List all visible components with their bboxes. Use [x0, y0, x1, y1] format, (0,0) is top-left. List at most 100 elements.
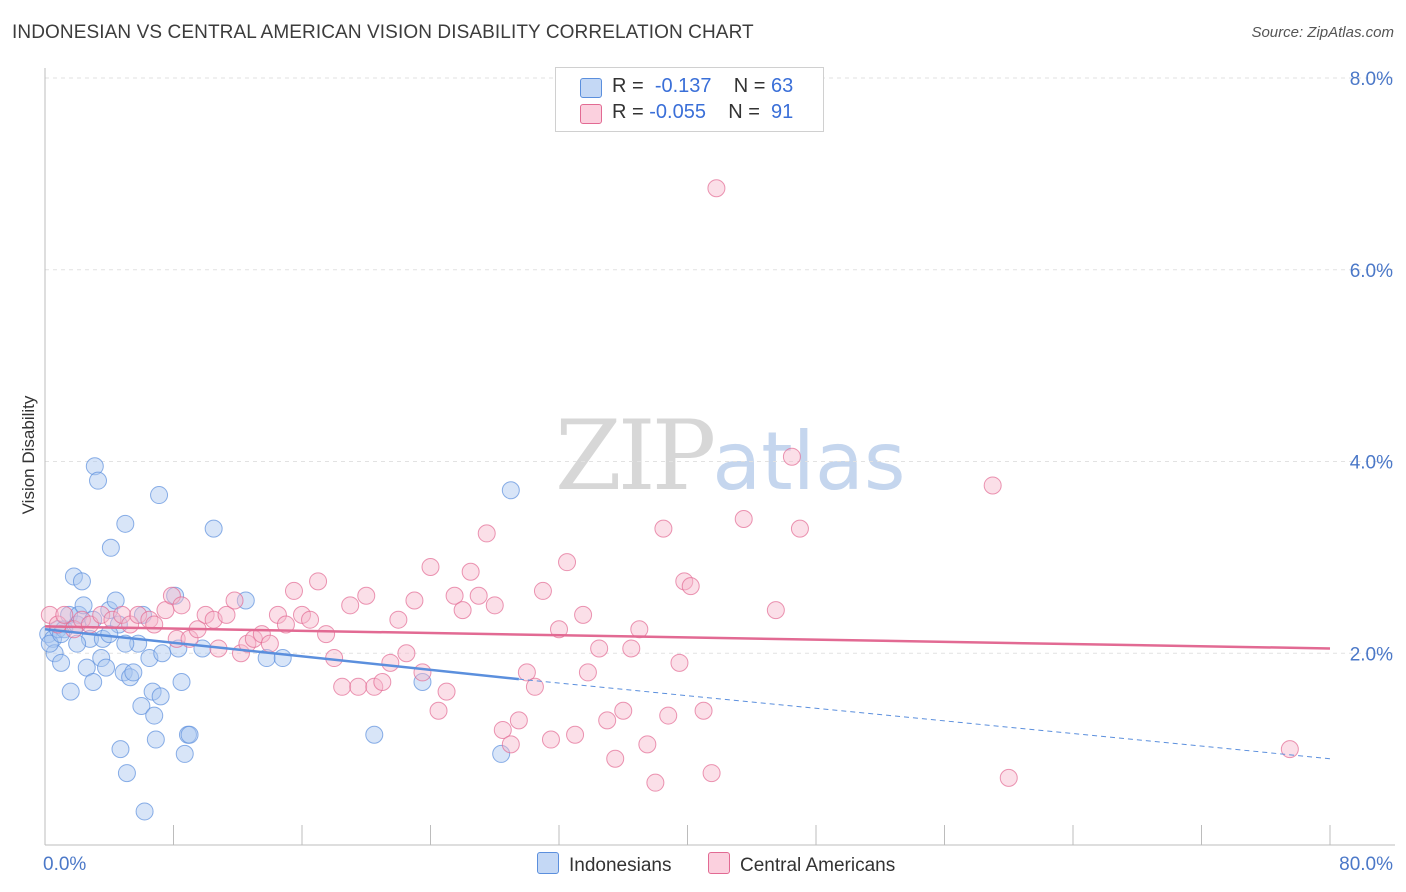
- gridlines: [45, 77, 1395, 654]
- y-tick-labels: 2.0% 4.0% 6.0% 8.0%: [1350, 69, 1393, 665]
- data-point: [541, 730, 560, 749]
- data-point: [150, 486, 169, 505]
- data-point: [135, 802, 154, 821]
- data-point: [284, 581, 303, 600]
- data-point: [782, 447, 801, 466]
- legend-swatch-indonesians: [580, 78, 602, 98]
- x-tick-labels: 0.0% 80.0%: [43, 854, 1393, 875]
- watermark-zip: ZIP: [555, 400, 716, 512]
- series-indonesians: [39, 457, 520, 821]
- data-point: [550, 620, 568, 639]
- data-point: [373, 673, 392, 692]
- data-point: [357, 586, 376, 605]
- data-point: [85, 457, 104, 476]
- data-point: [129, 605, 148, 624]
- data-point: [124, 663, 143, 682]
- chart-title: INDONESIAN VS CENTRAL AMERICAN VISION DI…: [12, 22, 754, 43]
- data-point: [437, 682, 456, 701]
- data-point: [145, 706, 164, 725]
- y-tick-label: 2.0%: [1350, 644, 1393, 665]
- data-point: [485, 596, 504, 615]
- data-point: [707, 179, 726, 198]
- data-point: [301, 610, 320, 629]
- series-label-indonesians: Indonesians: [569, 855, 672, 876]
- data-point: [341, 596, 360, 615]
- series-legend-indonesians: Indonesians: [537, 852, 671, 877]
- x-tick-label: 0.0%: [43, 854, 86, 875]
- data-point: [146, 730, 165, 749]
- legend-n-value: 63: [771, 75, 794, 97]
- series-swatch-central-americans: [708, 852, 730, 874]
- legend-r-label: R =: [612, 75, 644, 97]
- data-point: [72, 572, 91, 591]
- data-point: [92, 649, 111, 668]
- data-point: [501, 481, 520, 500]
- data-point: [225, 591, 244, 610]
- data-point: [453, 601, 472, 620]
- trend-lines: [44, 625, 1331, 760]
- watermark: ZIPatlas: [555, 400, 906, 512]
- data-point: [217, 605, 236, 624]
- x-tick-label: 80.0%: [1339, 854, 1393, 875]
- data-point: [638, 735, 657, 754]
- data-point: [766, 601, 785, 620]
- source-credit: Source: ZipAtlas.com: [1251, 24, 1394, 41]
- series-swatch-indonesians: [537, 852, 559, 874]
- data-point: [445, 586, 464, 605]
- data-point: [630, 620, 649, 639]
- legend-n-value: 91: [771, 101, 794, 123]
- data-point: [681, 577, 700, 596]
- data-point: [97, 658, 116, 677]
- y-tick-label: 8.0%: [1350, 69, 1393, 90]
- series-label-central-americans: Central Americans: [740, 855, 896, 876]
- data-point: [89, 471, 108, 490]
- data-point: [694, 701, 713, 720]
- trend-line-extension: [518, 678, 1331, 760]
- data-point: [45, 644, 64, 663]
- data-point: [116, 514, 135, 533]
- data-point: [145, 615, 164, 634]
- legend-r-value: -0.137: [654, 75, 712, 97]
- data-point: [606, 749, 625, 768]
- data-point: [1280, 740, 1299, 759]
- data-point: [68, 634, 87, 653]
- data-point: [276, 615, 295, 634]
- data-point: [84, 673, 103, 692]
- y-tick-label: 4.0%: [1350, 453, 1393, 474]
- data-point: [477, 524, 496, 543]
- data-point: [501, 735, 520, 754]
- data-point: [578, 663, 597, 682]
- data-point: [55, 605, 74, 624]
- legend-r-label: R =: [612, 101, 644, 123]
- data-point: [622, 639, 641, 658]
- data-point: [349, 677, 368, 696]
- data-point: [101, 538, 120, 557]
- data-point: [273, 649, 292, 668]
- axes: [44, 68, 1395, 846]
- data-point: [413, 663, 432, 682]
- data-point: [175, 744, 194, 763]
- data-point: [734, 510, 753, 529]
- legend-n-label: N =: [728, 101, 760, 123]
- trend-line-indonesians: [44, 628, 519, 681]
- data-point: [180, 725, 199, 744]
- data-point: [413, 673, 432, 692]
- data-point: [558, 553, 577, 572]
- data-point: [52, 653, 71, 672]
- legend-n-label: N =: [733, 75, 766, 97]
- legend-r-value: -0.055: [649, 101, 706, 123]
- data-point: [670, 653, 689, 672]
- data-point: [162, 586, 181, 605]
- data-point: [461, 562, 480, 581]
- data-point: [999, 768, 1018, 787]
- data-point: [492, 744, 511, 763]
- data-point: [92, 605, 111, 624]
- data-point: [598, 711, 617, 730]
- data-point: [151, 687, 170, 706]
- data-point: [333, 677, 352, 696]
- data-point: [702, 764, 721, 783]
- data-point: [614, 701, 633, 720]
- data-points: [39, 179, 1299, 821]
- data-point: [172, 596, 191, 615]
